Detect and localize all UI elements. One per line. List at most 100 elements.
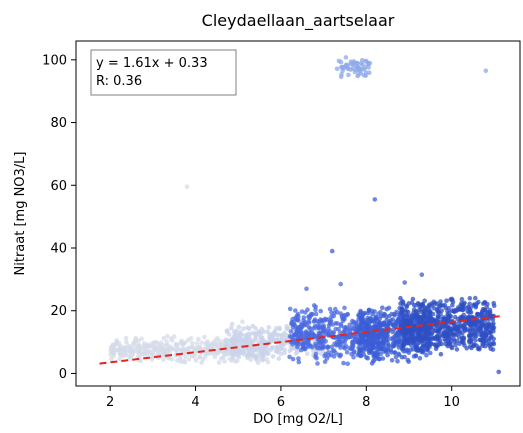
data-point [424,331,429,337]
data-point [402,280,408,285]
data-point [441,315,447,320]
data-point [366,307,372,313]
x-tick-label: 6 [277,395,285,410]
data-point [334,66,340,72]
data-point [406,336,411,342]
data-point [197,354,203,360]
data-point [490,326,496,331]
data-point [303,334,308,340]
data-point [465,309,470,314]
data-point [439,341,445,347]
data-point [311,325,317,331]
data-point [490,322,495,328]
regression-line [99,314,504,365]
data-point [303,310,308,315]
data-point [306,342,312,348]
data-point [485,310,490,316]
data-point [401,333,407,338]
data-point [386,305,392,311]
data-point [301,323,307,328]
data-point [410,334,415,339]
data-point [238,351,243,356]
data-point [415,331,421,337]
data-point [337,330,343,335]
x-axis-label: DO [mg O2/L] [253,412,343,427]
data-point [410,296,416,302]
data-point [389,358,395,363]
data-point [213,338,218,343]
data-point [240,319,245,325]
data-point [473,304,479,310]
data-point [385,348,391,353]
data-point [344,350,350,355]
data-point [451,308,457,314]
data-point [161,357,166,362]
data-point [428,350,433,356]
data-point [456,306,462,312]
data-point [361,333,367,339]
data-point [421,309,427,315]
data-point [294,313,300,319]
data-point [367,70,372,75]
data-point [474,301,480,306]
data-point [188,336,194,341]
data-point [186,357,192,362]
data-point [374,354,380,360]
data-point [393,354,399,360]
data-point [222,359,227,364]
data-point [435,309,441,315]
data-point [117,356,122,362]
data-point [405,309,411,315]
data-point [372,197,378,202]
data-point [444,332,450,338]
data-point [384,314,389,320]
data-point [424,352,429,358]
data-point [182,359,188,365]
data-point [342,305,347,311]
data-point [438,299,443,304]
data-point [318,351,324,356]
data-point [250,350,255,356]
data-point [484,332,489,337]
data-point [194,341,200,346]
data-point [438,303,443,309]
data-point [290,325,296,330]
data-point [468,321,474,327]
data-point [183,354,188,360]
data-point [370,336,376,341]
data-point [136,349,142,354]
data-point [409,328,415,333]
y-tick-label: 60 [50,179,67,194]
data-point [479,333,485,339]
data-point [358,348,364,353]
data-point [336,352,342,358]
data-point [149,341,155,347]
data-point [396,316,401,322]
data-point [329,344,335,350]
data-point [307,314,312,319]
data-point [260,357,266,363]
data-point [133,335,139,341]
data-point [378,313,384,319]
data-point [446,340,452,345]
data-point [295,317,300,323]
data-point [444,322,449,328]
data-point [189,344,195,350]
data-point [467,301,472,307]
data-point [313,311,319,317]
data-point [341,360,346,366]
data-point [134,344,139,350]
data-point [184,184,190,190]
data-point [327,329,333,334]
data-point [304,286,309,292]
data-point [253,333,258,338]
data-point [412,323,418,329]
data-point [327,306,333,312]
data-point [473,295,478,301]
data-point [120,352,126,357]
data-point [380,356,386,361]
data-point [417,356,423,361]
data-point [360,62,365,67]
data-point [419,272,425,278]
data-point [294,331,300,337]
